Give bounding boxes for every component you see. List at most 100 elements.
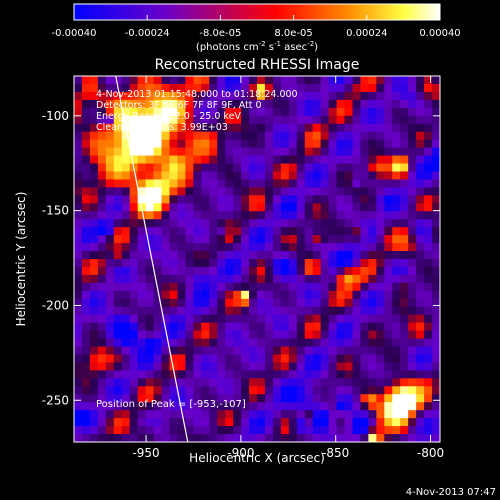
heatmap-cell: [193, 434, 202, 442]
heatmap-cell: [264, 259, 274, 268]
heatmap-cell: [320, 219, 330, 228]
heatmap-cell: [376, 99, 385, 109]
heatmap-cell: [185, 155, 194, 165]
heatmap-cell: [328, 259, 338, 268]
heatmap-cell: [161, 139, 171, 149]
heatmap-cell: [384, 99, 393, 109]
heatmap-cell: [105, 123, 115, 133]
heatmap-cell: [272, 163, 282, 173]
heatmap-cell: [201, 298, 210, 308]
heatmap-cell: [193, 115, 202, 125]
heatmap-cell: [249, 219, 258, 228]
heatmap-cell: [257, 298, 266, 308]
heatmap-cell: [145, 259, 155, 268]
heatmap-cell: [376, 195, 385, 204]
heatmap-cell: [384, 410, 393, 419]
heatmap-cell: [320, 338, 330, 348]
heatmap-cell: [121, 378, 131, 387]
heatmap-cell: [304, 426, 314, 435]
heatmap-cell: [288, 243, 298, 252]
heatmap-cell: [264, 155, 274, 165]
heatmap-cell: [368, 306, 377, 316]
heatmap-cell: [272, 418, 282, 427]
heatmap-cell: [169, 203, 179, 212]
heatmap-cell: [296, 330, 306, 340]
heatmap-cell: [169, 219, 179, 228]
heatmap-cell: [89, 211, 99, 220]
heatmap-cell: [288, 171, 298, 181]
heatmap-cell: [209, 394, 218, 403]
heatmap-cell: [201, 123, 210, 133]
heatmap-cell: [312, 107, 322, 117]
heatmap-cell: [153, 394, 163, 403]
heatmap-cell: [193, 171, 202, 181]
heatmap-cell: [89, 123, 99, 133]
heatmap-cell: [201, 282, 210, 292]
heatmap-cell: [233, 91, 242, 101]
heatmap-cell: [288, 107, 298, 117]
heatmap-cell: [201, 235, 210, 244]
heatmap-cell: [209, 131, 218, 141]
heatmap-cell: [416, 259, 425, 268]
heatmap-cell: [89, 187, 99, 196]
heatmap-cell: [97, 314, 107, 324]
heatmap-cell: [360, 354, 369, 364]
heatmap-cell: [432, 211, 440, 220]
heatmap-cell: [352, 243, 362, 252]
heatmap-cell: [153, 362, 163, 371]
heatmap-cell: [288, 76, 298, 85]
heatmap-cell: [177, 107, 186, 117]
heatmap-cell: [384, 346, 393, 356]
heatmap-cell: [432, 123, 440, 133]
heatmap-cell: [225, 195, 234, 204]
heatmap-cell: [328, 338, 338, 348]
heatmap-cell: [177, 314, 186, 324]
heatmap-cell: [336, 131, 346, 141]
heatmap-cell: [105, 298, 115, 308]
heatmap-cell: [264, 410, 274, 419]
heatmap-cell: [209, 306, 218, 316]
heatmap-cell: [280, 187, 290, 196]
heatmap-cell: [312, 322, 322, 332]
heatmap-cell: [400, 306, 409, 316]
heatmap-cell: [121, 394, 131, 403]
heatmap-cell: [193, 314, 202, 324]
heatmap-cell: [312, 203, 322, 212]
heatmap-cell: [328, 290, 338, 300]
heatmap-cell: [408, 394, 417, 403]
heatmap-cell: [288, 314, 298, 324]
heatmap-cell: [177, 370, 186, 379]
heatmap-cell: [241, 259, 250, 268]
heatmap-cell: [328, 155, 338, 165]
heatmap-cell: [121, 434, 131, 442]
heatmap-cell: [177, 76, 186, 85]
heatmap-cell: [193, 386, 202, 395]
heatmap-cell: [113, 306, 123, 316]
heatmap-cell: [344, 227, 354, 236]
heatmap-cell: [74, 179, 83, 188]
heatmap-cell: [145, 282, 155, 292]
heatmap-cell: [392, 163, 401, 173]
heatmap-cell: [344, 394, 354, 403]
heatmap-cell: [352, 163, 362, 173]
heatmap-cell: [368, 386, 377, 395]
heatmap-cell: [193, 147, 202, 157]
heatmap-cell: [161, 346, 171, 356]
y-tick-label: -100: [42, 109, 69, 123]
heatmap-cell: [193, 402, 202, 411]
heatmap-cell: [105, 76, 115, 85]
heatmap-cell: [408, 346, 417, 356]
heatmap-cell: [304, 147, 314, 157]
heatmap-cell: [137, 251, 147, 260]
heatmap-cell: [89, 290, 99, 300]
heatmap-cell: [272, 274, 282, 284]
heatmap-cell: [97, 131, 107, 141]
heatmap-cell: [416, 282, 425, 292]
heatmap-cell: [169, 91, 179, 101]
heatmap-cell: [432, 163, 440, 173]
heatmap-cell: [89, 282, 99, 292]
heatmap-cell: [264, 139, 274, 149]
heatmap-cell: [352, 203, 362, 212]
heatmap-cell: [376, 219, 385, 228]
heatmap-cell: [304, 402, 314, 411]
